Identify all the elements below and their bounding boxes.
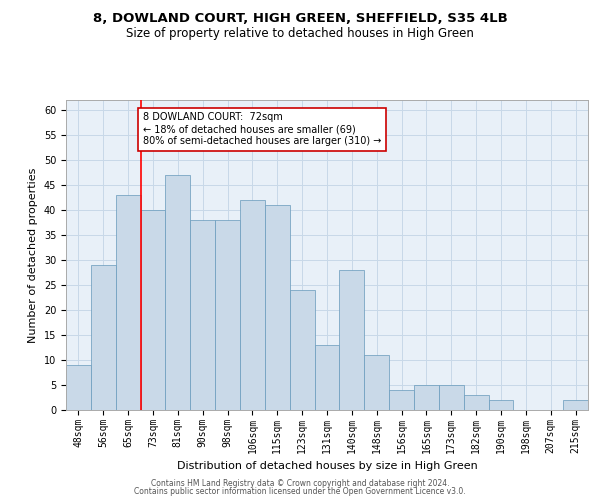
Text: Contains public sector information licensed under the Open Government Licence v3: Contains public sector information licen… (134, 487, 466, 496)
Bar (340, 270, 364, 410)
Text: Size of property relative to detached houses in High Green: Size of property relative to detached ho… (126, 28, 474, 40)
Bar (190, 220, 215, 410)
Bar (439, 385, 464, 410)
Text: Contains HM Land Registry data © Crown copyright and database right 2024.: Contains HM Land Registry data © Crown c… (151, 478, 449, 488)
Bar (488, 400, 514, 410)
Bar (364, 355, 389, 410)
Bar (389, 390, 414, 410)
Text: 8, DOWLAND COURT, HIGH GREEN, SHEFFIELD, S35 4LB: 8, DOWLAND COURT, HIGH GREEN, SHEFFIELD,… (92, 12, 508, 26)
X-axis label: Distribution of detached houses by size in High Green: Distribution of detached houses by size … (176, 461, 478, 471)
Bar (91, 265, 116, 410)
Bar (314, 345, 340, 410)
Bar (240, 200, 265, 410)
Bar (265, 205, 290, 410)
Bar (290, 290, 314, 410)
Text: 8 DOWLAND COURT:  72sqm
← 18% of detached houses are smaller (69)
80% of semi-de: 8 DOWLAND COURT: 72sqm ← 18% of detached… (143, 112, 382, 146)
Bar (563, 400, 588, 410)
Bar (215, 220, 240, 410)
Bar (66, 365, 91, 410)
Bar (464, 395, 488, 410)
Bar (116, 195, 140, 410)
Bar (140, 210, 166, 410)
Y-axis label: Number of detached properties: Number of detached properties (28, 168, 38, 342)
Bar (166, 175, 190, 410)
Bar (414, 385, 439, 410)
